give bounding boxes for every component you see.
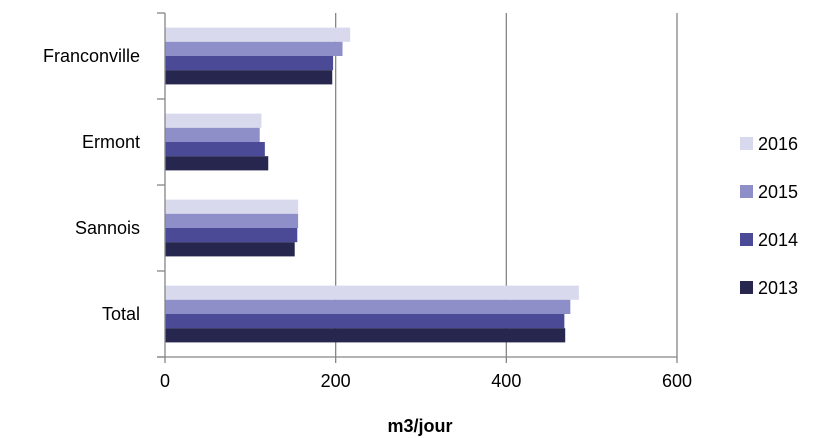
bar-2014-franconville: [165, 56, 334, 71]
axes: [157, 12, 678, 363]
bar-2016-sannois: [165, 199, 299, 214]
bar-2014-total: [165, 314, 565, 329]
legend-label-2013: 2013: [758, 278, 798, 298]
legend-swatch-2015: [740, 185, 753, 198]
x-tick-label: 600: [662, 371, 692, 391]
legend-label-2015: 2015: [758, 182, 798, 202]
bar-2015-sannois: [165, 213, 299, 228]
category-labels: Franconville Ermont Sannois Total: [43, 46, 140, 324]
x-tick-label: 400: [491, 371, 521, 391]
legend-label-2014: 2014: [758, 230, 798, 250]
legend-swatch-2014: [740, 233, 753, 246]
bar-2015-ermont: [165, 127, 260, 142]
category-label: Sannois: [75, 218, 140, 238]
category-label: Total: [102, 304, 140, 324]
legend: 2016 2015 2014 2013: [740, 134, 798, 298]
bar-2013-total: [165, 328, 566, 343]
tick-labels: 0 200 400 600: [160, 371, 692, 391]
bar-2013-ermont: [165, 156, 269, 171]
category-label: Ermont: [82, 132, 140, 152]
x-axis-title: m3/jour: [387, 416, 452, 436]
bar-2014-ermont: [165, 142, 265, 157]
x-tick-label: 0: [160, 371, 170, 391]
bar-2016-franconville: [165, 27, 351, 42]
bar-2014-sannois: [165, 228, 298, 243]
legend-label-2016: 2016: [758, 134, 798, 154]
bar-2015-total: [165, 299, 571, 314]
bars: [165, 27, 579, 343]
bar-2015-franconville: [165, 41, 343, 56]
legend-swatch-2016: [740, 137, 753, 150]
bar-2016-total: [165, 285, 579, 300]
bar-2013-franconville: [165, 70, 333, 85]
x-tick-label: 200: [321, 371, 351, 391]
bar-2016-ermont: [165, 113, 262, 128]
legend-swatch-2013: [740, 281, 753, 294]
bar-2013-sannois: [165, 242, 295, 257]
category-label: Franconville: [43, 46, 140, 66]
